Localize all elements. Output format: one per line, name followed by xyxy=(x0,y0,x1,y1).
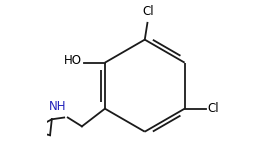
Text: HO: HO xyxy=(64,54,82,67)
Text: Cl: Cl xyxy=(208,102,219,115)
Text: Cl: Cl xyxy=(143,5,154,18)
Text: NH: NH xyxy=(49,100,67,113)
